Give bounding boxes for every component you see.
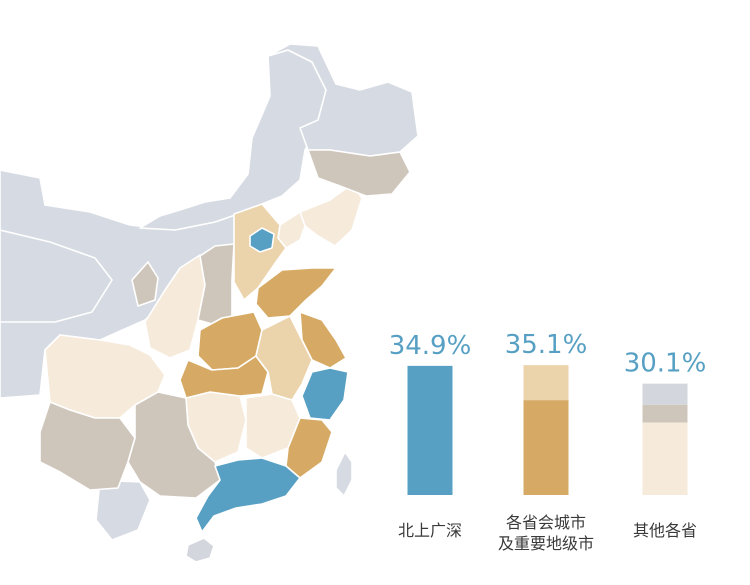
- value-label-0: 34.9%: [389, 331, 472, 361]
- map-region-taiwan: [335, 451, 353, 497]
- value-label-2: 30.1%: [624, 349, 707, 379]
- bar-1-segment-0: [523, 365, 569, 401]
- category-label-1-line-0: 各省会城市: [506, 513, 586, 532]
- bar-2-segment-1: [642, 404, 688, 423]
- map-region-henan-shandong: [255, 267, 337, 319]
- category-label-1-line-1: 及重要地级市: [498, 534, 594, 553]
- map-region-anhui: [255, 315, 313, 401]
- map-region-jilin: [307, 149, 411, 197]
- map-region-fujian: [285, 417, 333, 479]
- category-label-2-line-0: 其他各省: [633, 521, 697, 540]
- bar-2: [642, 383, 688, 495]
- bar-2-segment-2: [642, 422, 688, 495]
- map-region-beijing: [249, 227, 275, 253]
- map-region-northwest-inner: [0, 229, 113, 323]
- map-region-yunnan: [39, 401, 136, 491]
- map-region-shanghai-zhejiang: [301, 367, 349, 421]
- map-region-hunan: [179, 355, 269, 399]
- category-label-0-line-0: 北上广深: [398, 521, 462, 540]
- bar-1: [523, 365, 569, 495]
- bar-1-segment-1: [523, 400, 569, 495]
- map-region-liaoning: [299, 183, 363, 247]
- bar-0-segment-0: [407, 365, 453, 495]
- bar-0: [407, 365, 453, 495]
- map-region-ningxia: [131, 261, 159, 307]
- value-label-1: 35.1%: [505, 330, 588, 360]
- map-region-guangdong: [195, 457, 301, 533]
- map-region-hainan: [185, 537, 215, 563]
- bar-2-segment-0: [642, 383, 688, 405]
